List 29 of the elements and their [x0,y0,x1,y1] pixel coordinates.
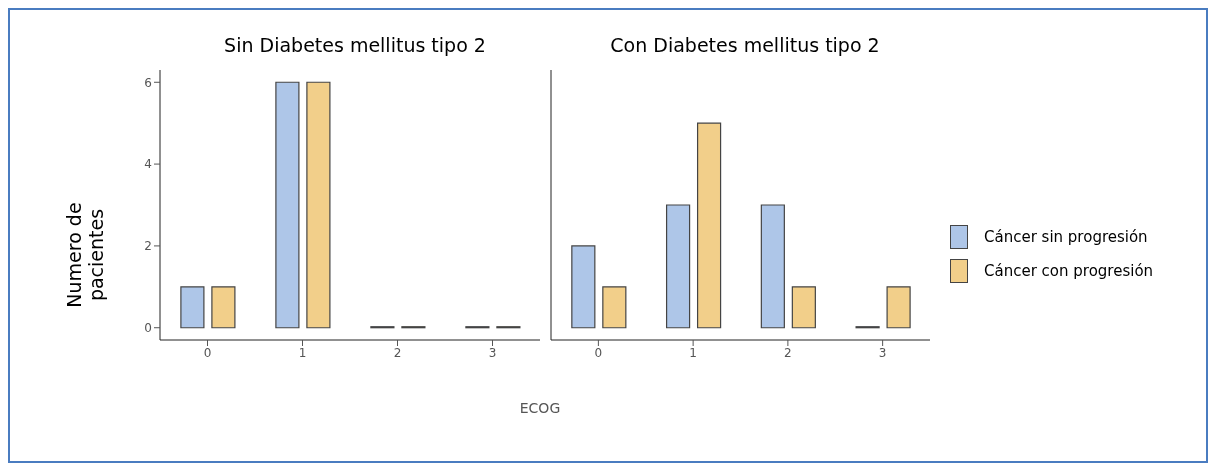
x-tick-label: 0 [594,345,603,360]
bar [886,286,911,329]
chart-title: Sin Diabetes mellitus tipo 2 [223,33,487,58]
legend-label: Cáncer sin progresión [984,228,1148,246]
x-axis-title: ECOG [518,400,562,416]
bar [180,286,205,329]
bar [211,286,236,329]
bar [666,204,691,329]
bar [571,245,596,329]
chart-title: Con Diabetes mellitus tipo 2 [609,33,881,58]
bar [602,286,627,329]
x-tick-label: 2 [784,345,792,360]
x-tick-label: 0 [203,345,212,360]
y-axis-title: Numero de pacientes [63,201,107,310]
bar [697,122,722,329]
x-tick-label: 3 [488,345,497,360]
x-tick-label: 2 [393,345,402,360]
x-tick-label: 3 [878,345,887,360]
y-tick-label: 4 [144,157,152,172]
bar [760,204,785,329]
y-tick-label: 2 [144,239,152,254]
x-tick-label: 1 [298,345,307,360]
legend-label: Cáncer con progresión [984,262,1154,280]
x-tick-label: 1 [689,345,697,360]
y-tick-label: 0 [144,320,152,335]
y-tick-label: 6 [144,75,152,90]
bar [791,286,816,329]
bar [306,81,331,329]
bar [275,81,300,329]
